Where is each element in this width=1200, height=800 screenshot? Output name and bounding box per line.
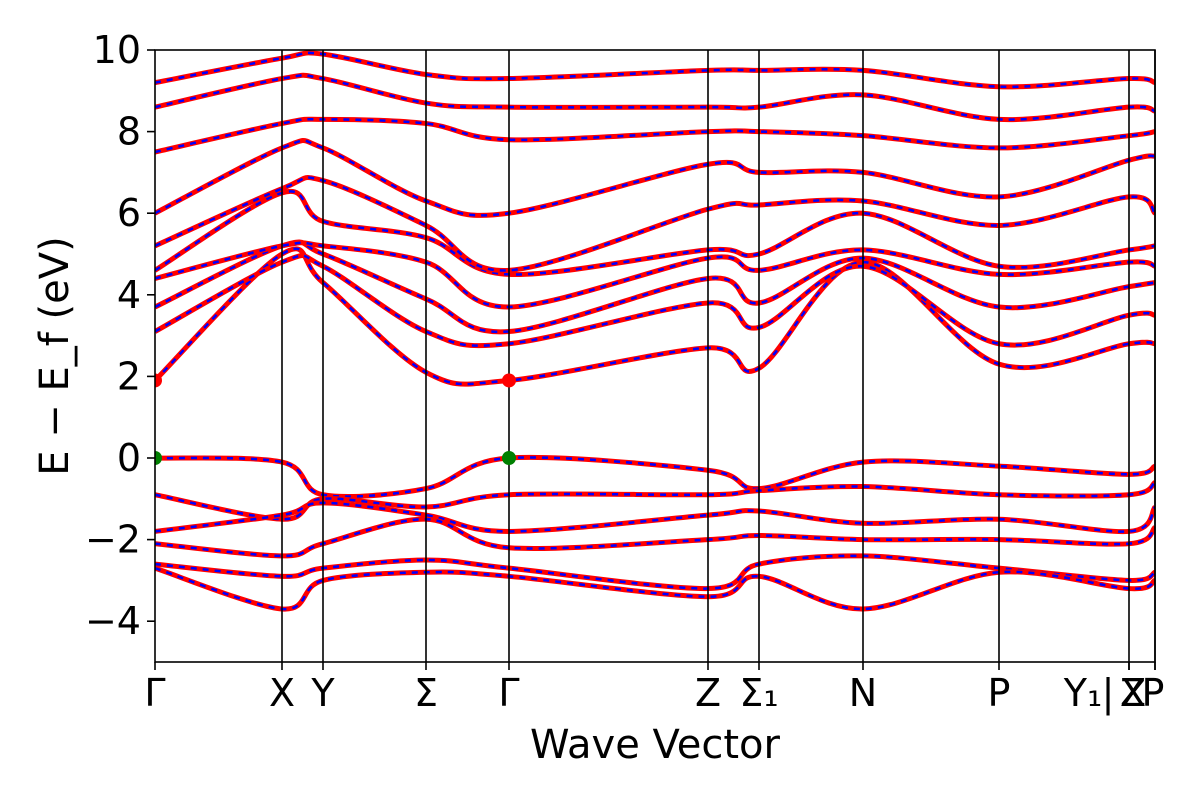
x-tick-label: Γ [144, 671, 165, 715]
band-line-dashed [155, 139, 1155, 217]
x-tick-label: N [849, 671, 877, 715]
band-line-dashed [155, 190, 1155, 276]
band-line-dashed [155, 117, 1155, 154]
band-line-dashed [155, 456, 1155, 498]
band-line-dashed [155, 240, 1155, 334]
band-line-dashed [155, 241, 1155, 309]
cbm-marker [502, 373, 516, 388]
y-tick-label: −2 [85, 518, 141, 562]
y-tick-label: 8 [117, 110, 141, 154]
y-tick-label: 6 [117, 191, 141, 235]
band-line-dashed [155, 566, 1155, 611]
y-axis-title: E − E_f (eV) [32, 236, 78, 475]
x-tick-label: Z [695, 671, 721, 715]
vbm-marker [502, 451, 516, 465]
band-line-dashed [155, 481, 1155, 521]
x-axis-ticks: Γ X Y Σ Γ Z Σ₁ N P Y₁ ZXP| [144, 662, 1164, 716]
cbm-marker [155, 373, 162, 388]
band-line [155, 72, 1155, 123]
x-tick-label: P [1142, 671, 1165, 715]
y-axis-ticks: −4 −2 0 2 4 6 8 10 [85, 28, 155, 643]
x-tick-label: X [1120, 671, 1146, 715]
x-tick-label: Y₁ [1063, 671, 1102, 715]
x-tick-label: X [269, 671, 295, 715]
band-line [155, 50, 1155, 90]
band-line-dashed [155, 73, 1155, 121]
y-tick-label: 4 [117, 273, 141, 317]
band-line [155, 454, 1155, 500]
x-path-break-mark: | [1102, 671, 1115, 716]
y-tick-label: 2 [117, 354, 141, 398]
band-line-dashed [155, 51, 1155, 89]
band-line [155, 516, 1155, 559]
x-axis-title: Wave Vector [530, 722, 781, 768]
x-tick-label: Σ₁ [739, 671, 778, 715]
y-tick-label: 0 [117, 436, 141, 480]
x-tick-label: Γ [498, 671, 519, 715]
band-line [155, 500, 1155, 535]
x-tick-label: Z [1120, 671, 1146, 715]
x-tick-label: Y [310, 671, 335, 715]
y-tick-label: −4 [85, 599, 141, 643]
band-edge-markers [155, 373, 516, 465]
x-tick-label: Σ [414, 671, 438, 715]
band-line-dashed [155, 554, 1155, 590]
y-tick-label: 10 [93, 28, 141, 72]
band-line-dashed [155, 517, 1155, 558]
band-lines [155, 50, 1155, 612]
band-line-dashed [155, 501, 1155, 533]
vbm-marker [155, 451, 162, 465]
band-line-dashed [155, 176, 1155, 272]
plot-frame [154, 49, 1156, 663]
band-line [155, 480, 1155, 522]
x-tick-label: P [988, 671, 1011, 715]
